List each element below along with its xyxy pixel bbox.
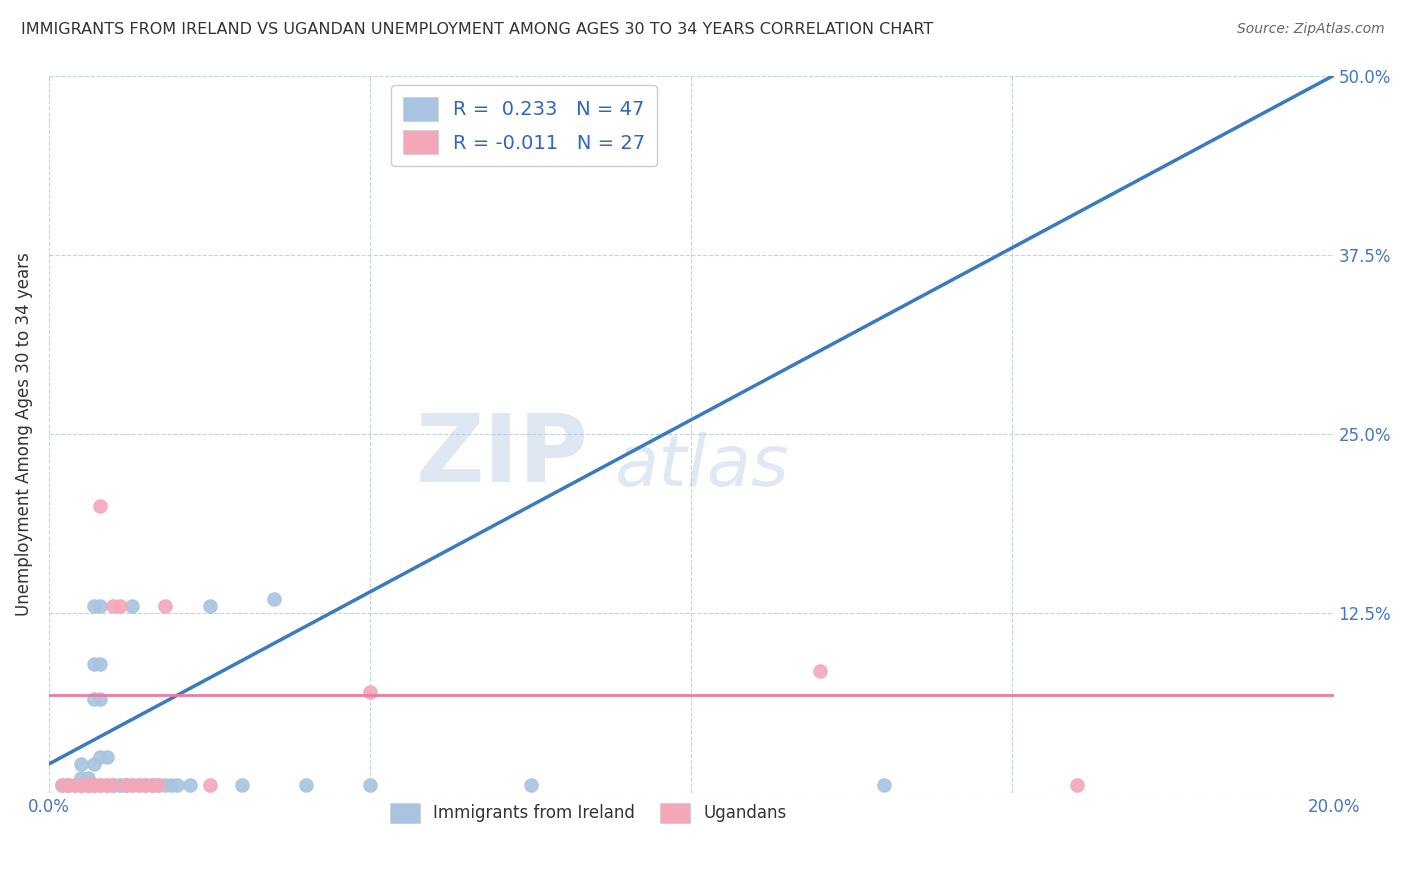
Point xyxy=(146,779,169,793)
Point xyxy=(1066,779,1088,793)
Point xyxy=(76,779,98,793)
Point xyxy=(83,756,105,771)
Point xyxy=(153,599,176,614)
Text: Source: ZipAtlas.com: Source: ZipAtlas.com xyxy=(1237,22,1385,37)
Point xyxy=(108,599,131,614)
Point xyxy=(873,779,896,793)
Point xyxy=(295,779,318,793)
Point xyxy=(121,599,143,614)
Point xyxy=(146,779,169,793)
Point xyxy=(89,749,111,764)
Text: IMMIGRANTS FROM IRELAND VS UGANDAN UNEMPLOYMENT AMONG AGES 30 TO 34 YEARS CORREL: IMMIGRANTS FROM IRELAND VS UGANDAN UNEMP… xyxy=(21,22,934,37)
Point xyxy=(89,779,111,793)
Point xyxy=(76,779,98,793)
Point xyxy=(63,779,86,793)
Point xyxy=(89,692,111,706)
Point xyxy=(89,657,111,671)
Point xyxy=(359,685,381,699)
Text: ZIP: ZIP xyxy=(416,409,589,501)
Point xyxy=(83,692,105,706)
Point xyxy=(76,779,98,793)
Point xyxy=(83,657,105,671)
Legend: Immigrants from Ireland, Ugandans: Immigrants from Ireland, Ugandans xyxy=(378,791,799,835)
Point xyxy=(89,599,111,614)
Point xyxy=(76,772,98,786)
Point xyxy=(89,779,111,793)
Point xyxy=(166,779,188,793)
Point xyxy=(103,779,125,793)
Point xyxy=(70,779,93,793)
Point xyxy=(96,779,118,793)
Point xyxy=(134,779,156,793)
Point xyxy=(121,779,143,793)
Point xyxy=(58,779,80,793)
Point xyxy=(96,749,118,764)
Point xyxy=(63,779,86,793)
Point xyxy=(70,756,93,771)
Point xyxy=(179,779,201,793)
Point xyxy=(115,779,138,793)
Point xyxy=(115,779,138,793)
Point xyxy=(58,779,80,793)
Point xyxy=(51,779,73,793)
Point xyxy=(108,779,131,793)
Point xyxy=(134,779,156,793)
Point xyxy=(63,779,86,793)
Point xyxy=(89,499,111,513)
Point xyxy=(83,779,105,793)
Point xyxy=(70,779,93,793)
Point xyxy=(83,779,105,793)
Point xyxy=(103,599,125,614)
Point xyxy=(141,779,163,793)
Y-axis label: Unemployment Among Ages 30 to 34 years: Unemployment Among Ages 30 to 34 years xyxy=(15,252,32,616)
Point xyxy=(108,779,131,793)
Point xyxy=(83,599,105,614)
Point xyxy=(103,779,125,793)
Point xyxy=(83,779,105,793)
Point xyxy=(231,779,253,793)
Point xyxy=(141,779,163,793)
Point xyxy=(128,779,150,793)
Point xyxy=(134,779,156,793)
Point xyxy=(51,779,73,793)
Point xyxy=(808,664,831,678)
Point xyxy=(519,779,541,793)
Point xyxy=(153,779,176,793)
Point xyxy=(115,779,138,793)
Point xyxy=(263,592,285,607)
Point xyxy=(103,779,125,793)
Text: atlas: atlas xyxy=(614,432,789,501)
Point xyxy=(198,779,221,793)
Point xyxy=(70,772,93,786)
Point xyxy=(128,779,150,793)
Point xyxy=(160,779,183,793)
Point xyxy=(359,779,381,793)
Point xyxy=(198,599,221,614)
Point xyxy=(58,779,80,793)
Point xyxy=(121,779,143,793)
Point xyxy=(141,779,163,793)
Point xyxy=(70,779,93,793)
Point xyxy=(96,779,118,793)
Point xyxy=(96,779,118,793)
